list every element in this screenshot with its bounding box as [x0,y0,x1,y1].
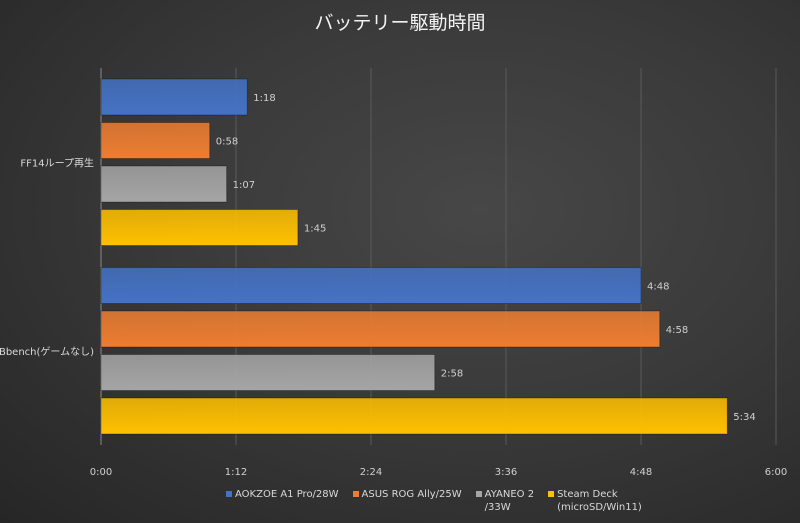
x-tick-label: 0:00 [90,467,112,478]
bar [100,78,248,116]
x-tick-label: 2:24 [360,467,382,478]
legend-label: ASUS ROG Ally/25W [361,489,462,500]
bar [100,267,642,304]
data-label: 1:45 [304,224,326,235]
chart-title: バッテリー駆動時間 [314,12,486,34]
bar [100,122,211,159]
legend-swatch [548,491,555,497]
legend-item: Steam Deck (microSD/Win11) [548,488,642,514]
data-label: 4:58 [666,325,688,336]
legend: AOKZOE A1 Pro/28W ASUS ROG Ally/25W AYANEO… [226,488,642,514]
legend-label: Steam Deck (microSD/Win11) [557,489,642,513]
legend-swatch [226,491,232,497]
bar [100,354,436,391]
bar [100,165,228,203]
legend-label: AYANEO 2 /33W [484,489,535,513]
legend-item: ASUS ROG Ally/25W [352,488,462,514]
x-tick-label: 6:00 [765,467,787,478]
data-label: 4:48 [647,282,669,293]
x-tick-label: 4:48 [630,467,652,478]
x-tick-label: 3:36 [495,467,517,478]
legend-label: AOKZOE A1 Pro/28W [235,489,339,500]
data-label: 0:58 [216,137,238,148]
bar [100,209,299,246]
legend-item: AOKZOE A1 Pro/28W [226,488,339,514]
category-label: FF14ループ再生 [20,156,94,169]
category-label: Bbench(ゲームなし) [0,346,94,358]
data-label: 2:58 [441,369,463,380]
bar [100,397,728,435]
legend-swatch [475,491,482,497]
data-label: 1:07 [233,180,255,191]
data-label: 5:34 [733,412,755,423]
data-label: 1:18 [253,93,275,104]
bar [100,310,661,348]
legend-item: AYANEO 2 /33W [475,488,535,514]
x-tick-label: 1:12 [225,467,247,478]
legend-swatch [352,491,359,497]
